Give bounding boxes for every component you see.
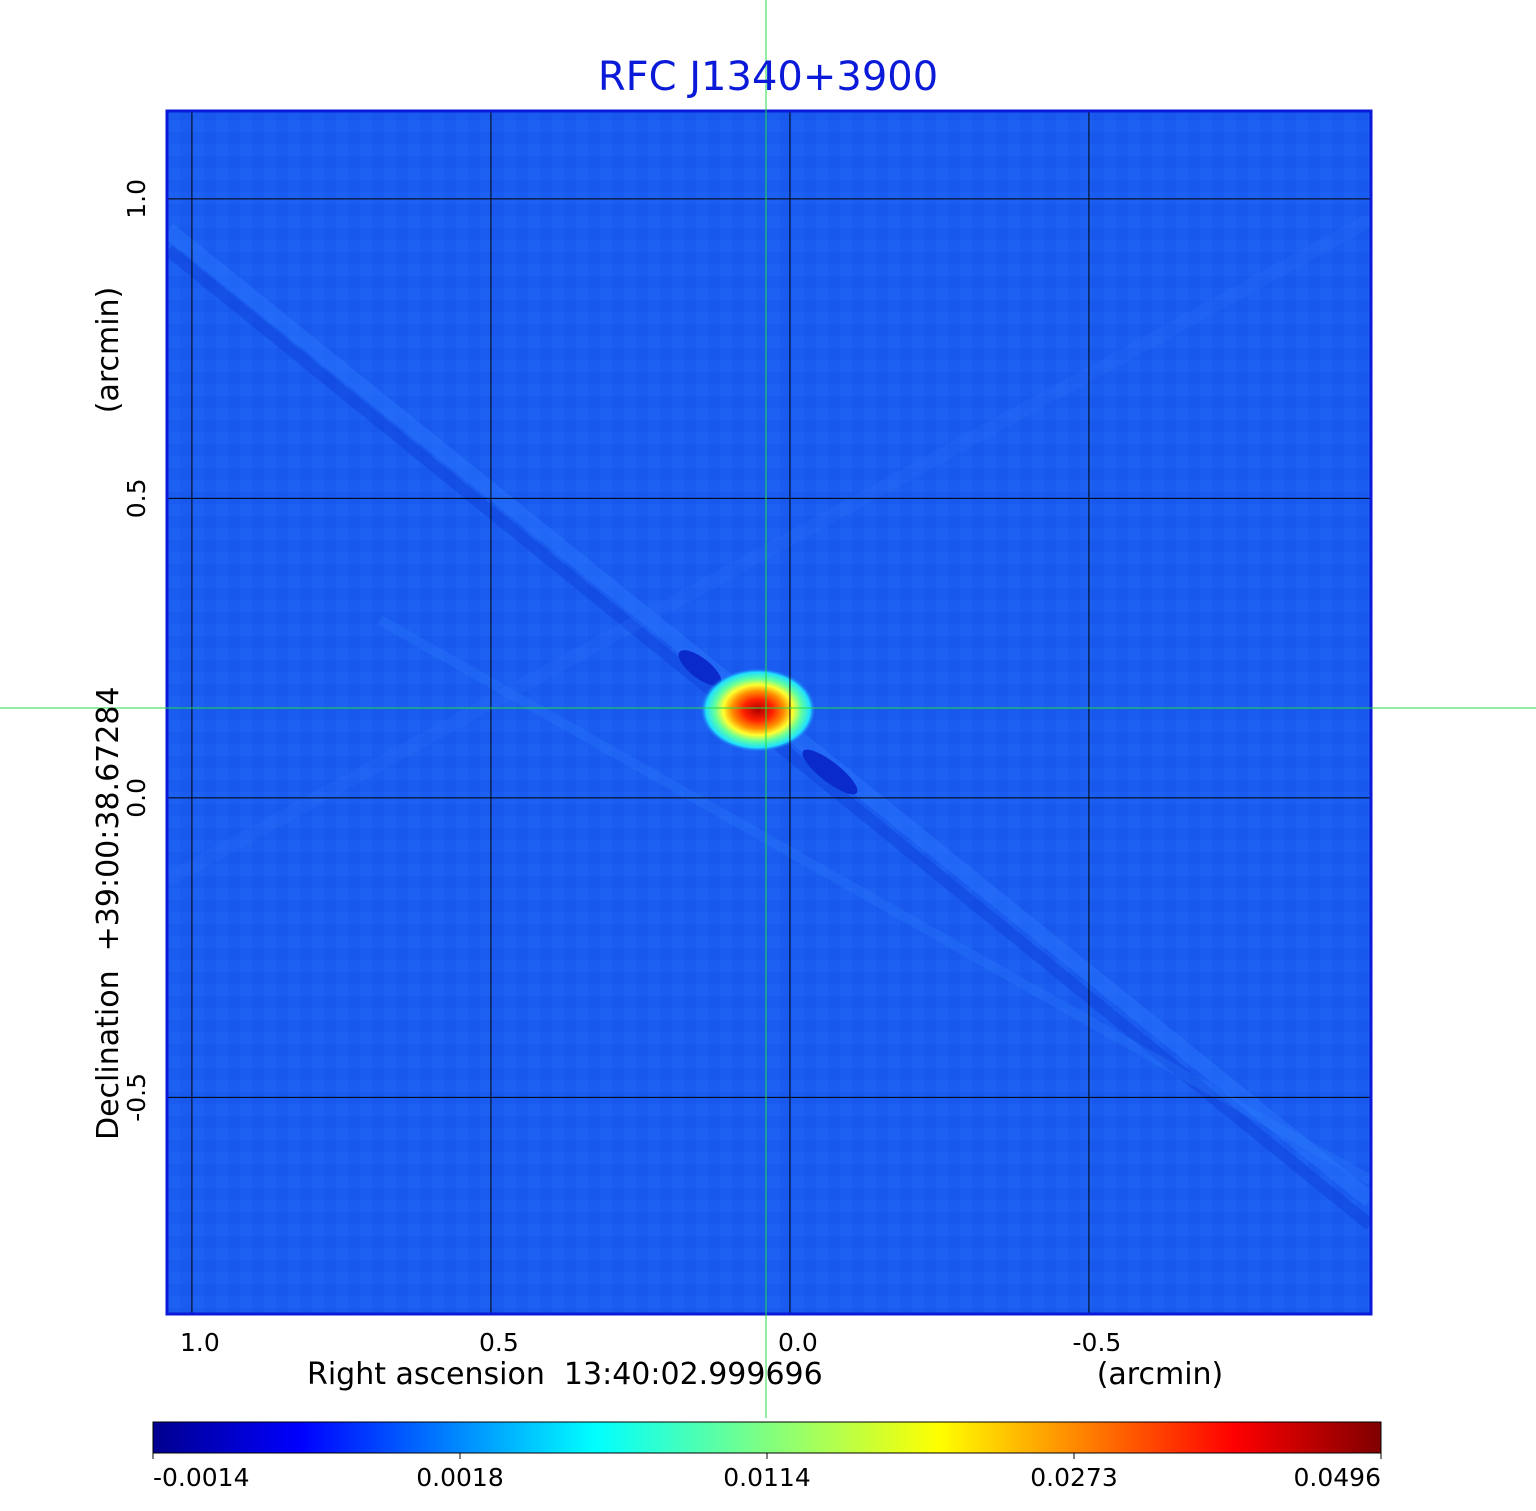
colorbar-tick-label: 0.0273 <box>1030 1463 1117 1492</box>
chart-title: RFC J1340+3900 <box>598 54 938 100</box>
y-axis-label: Declination +39:00:38.67284 <box>91 686 126 1140</box>
grid-lines <box>168 112 1370 1313</box>
colorbar-tick-label: 0.0114 <box>723 1463 810 1492</box>
colorbar-tick-label: 0.0018 <box>416 1463 503 1492</box>
y-tick-label: 0.5 <box>122 478 151 518</box>
colorbar-tick-label: -0.0014 <box>153 1463 250 1492</box>
x-tick-label: 0.0 <box>778 1328 818 1357</box>
x-tick-label: -0.5 <box>1073 1328 1122 1357</box>
x-tick-label: 1.0 <box>180 1328 220 1357</box>
y-tick-label: 0.0 <box>122 778 151 818</box>
colorbar <box>152 1421 1382 1454</box>
y-tick-labels: 1.0 0.5 0.0 -0.5 <box>122 179 151 1122</box>
x-axis-unit: (arcmin) <box>1097 1357 1224 1392</box>
x-axis-label: Right ascension 13:40:02.999696 <box>307 1357 823 1392</box>
y-axis-unit: (arcmin) <box>91 287 126 414</box>
heatmap-image <box>168 112 1370 1313</box>
x-tick-labels: 1.0 0.5 0.0 -0.5 <box>180 1328 1121 1357</box>
crosshair <box>0 0 1536 1418</box>
colorbar-tick-labels: -0.0014 0.0018 0.0114 0.0273 0.0496 <box>152 1453 1382 1492</box>
y-tick-label: 1.0 <box>122 179 151 219</box>
plot-frame <box>165 109 1373 1316</box>
colorbar-tick-label: 0.0496 <box>1294 1463 1381 1492</box>
y-tick-label: -0.5 <box>122 1073 151 1122</box>
x-tick-label: 0.5 <box>479 1328 519 1357</box>
